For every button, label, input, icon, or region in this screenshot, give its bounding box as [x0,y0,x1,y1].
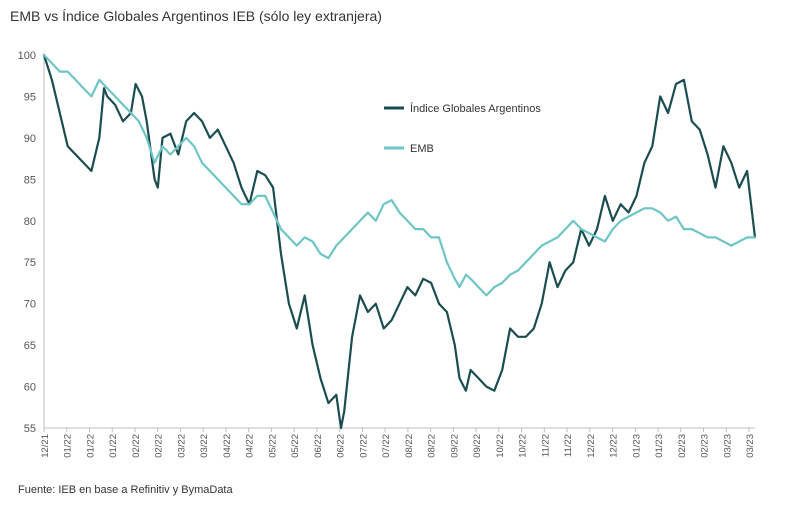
x-tick-label: 04/22 [245,434,256,458]
x-tick-label: 04/22 [222,434,233,458]
x-tick-label: 08/22 [404,434,415,458]
chart-title: EMB vs Índice Globales Argentinos IEB (s… [10,8,382,24]
x-tick-label: 01/22 [63,434,74,458]
y-tick-label: 100 [18,50,36,62]
x-tick-label: 01/23 [654,434,665,458]
x-tick-label: 12/22 [609,434,620,458]
legend-label: Índice Globales Argentinos [410,102,541,115]
chart-legend: Índice Globales Argentinos EMB [384,102,541,155]
y-tick-label: 55 [24,423,36,435]
y-tick-label: 80 [24,216,36,228]
x-tick-label: 09/22 [449,434,460,458]
chart-source-note: Fuente: IEB en base a Refinitiv y BymaDa… [18,484,233,496]
x-tick-label: 11/22 [540,434,551,457]
line-chart: 55 60 65 70 75 80 85 90 95 100 12/21 01/22 01/22 01/2… [18,50,757,458]
x-tick-label: 03/23 [722,434,733,458]
y-tick-label: 70 [24,299,36,311]
y-tick-label: 95 [24,91,36,103]
x-tick-label: 01/22 [85,434,96,458]
x-tick-label: 06/22 [313,434,324,458]
chart-series [42,53,757,430]
y-tick-label: 85 [24,174,36,186]
x-tick-label: 07/22 [381,434,392,458]
x-tick-label: 03/22 [176,434,187,458]
x-tick-label: 09/22 [472,434,483,458]
x-tick-label: 10/22 [495,434,506,458]
x-tick-label: 02/22 [154,434,165,458]
x-tick-label: 07/22 [358,434,369,458]
x-tick-label: 03/23 [745,434,756,458]
x-tick-label: 02/22 [131,434,142,458]
x-tick-label: 12/21 [40,434,51,458]
x-tick-label: 08/22 [427,434,438,458]
x-tick-label: 05/22 [267,434,278,458]
y-tick-label: 60 [24,382,36,394]
series-line-indice-globales [42,53,757,430]
y-tick-label: 65 [24,340,36,352]
x-tick-label: 01/23 [631,434,642,458]
x-tick-label: 03/22 [199,434,210,458]
x-tick-label: 02/23 [700,434,711,458]
x-tick-label: 05/22 [290,434,301,458]
chart-axes: 55 60 65 70 75 80 85 90 95 100 12/21 01/22 01/22 01/2… [18,50,756,458]
x-tick-label: 11/22 [563,434,574,457]
x-tick-label: 01/22 [108,434,119,458]
x-tick-label: 06/22 [336,434,347,458]
x-tick-label: 02/23 [677,434,688,458]
series-line-emb [42,53,757,297]
x-tick-label: 10/22 [518,434,529,458]
y-tick-label: 75 [24,257,36,269]
legend-label: EMB [410,143,434,155]
x-tick-label: 12/22 [586,434,597,458]
y-tick-label: 90 [24,133,36,145]
